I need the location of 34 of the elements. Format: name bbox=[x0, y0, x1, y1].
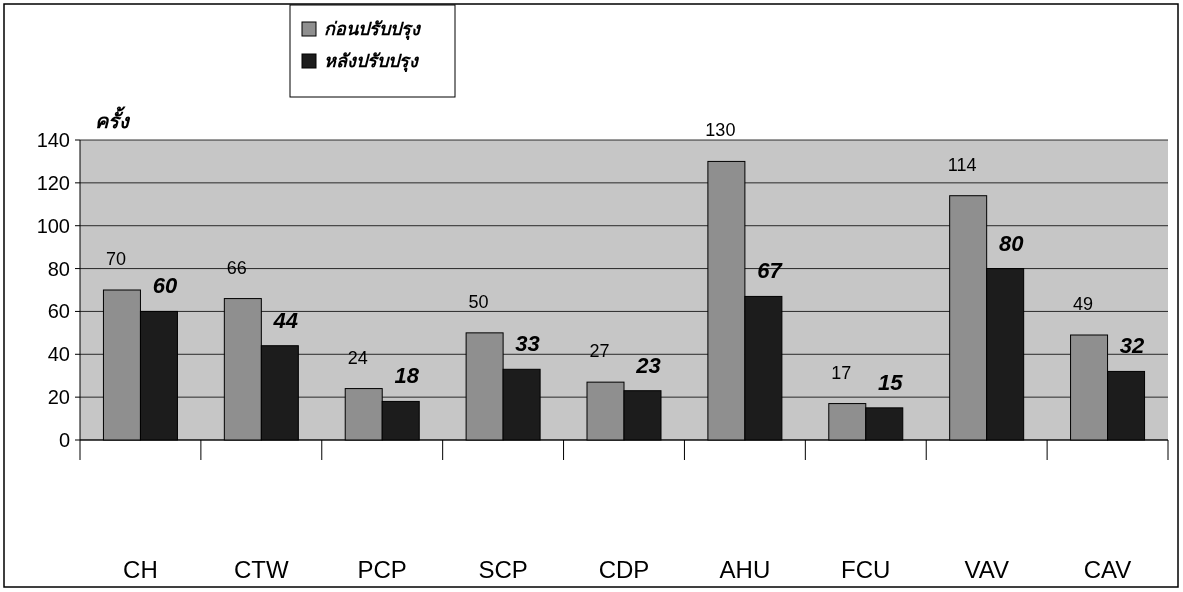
data-label: 49 bbox=[1073, 294, 1094, 314]
data-label: 15 bbox=[878, 369, 904, 395]
x-tick-label: CH bbox=[123, 556, 158, 583]
y-tick-label: 0 bbox=[58, 429, 70, 451]
data-label: 17 bbox=[831, 362, 852, 383]
data-label: 33 bbox=[515, 331, 540, 357]
x-tick-label: FCU bbox=[841, 556, 891, 583]
data-label: 130 bbox=[705, 120, 736, 141]
x-tick-label: AHU bbox=[719, 556, 771, 583]
data-label: 70 bbox=[105, 249, 126, 269]
x-tick-label: PCP bbox=[357, 556, 407, 583]
data-label: 80 bbox=[998, 230, 1025, 256]
data-label: 50 bbox=[468, 291, 489, 312]
legend-label: หลังปรับปรุง bbox=[324, 51, 420, 73]
legend-label: ก่อนปรับปรุง bbox=[324, 19, 422, 41]
y-tick-label: 140 bbox=[36, 129, 70, 151]
y-tick-label: 80 bbox=[47, 257, 70, 280]
x-tick-label: SCP bbox=[478, 556, 528, 583]
y-tick-label: 100 bbox=[36, 214, 70, 237]
x-tick-label: CAV bbox=[1083, 556, 1132, 583]
data-label: 18 bbox=[394, 363, 420, 389]
x-tick-label: CDP bbox=[598, 556, 650, 583]
x-tick-label: VAV bbox=[964, 556, 1009, 583]
y-tick-label: 60 bbox=[47, 300, 70, 323]
data-label: 32 bbox=[1119, 333, 1146, 359]
y-tick-label: 120 bbox=[36, 171, 70, 194]
data-label: 44 bbox=[272, 307, 299, 333]
x-tick-label: CTW bbox=[234, 556, 289, 583]
data-label: 114 bbox=[947, 154, 977, 175]
data-label: 23 bbox=[635, 352, 661, 378]
y-axis-title: ครั้ง bbox=[95, 106, 131, 132]
data-label: 60 bbox=[152, 273, 178, 299]
y-tick-label: 20 bbox=[47, 386, 70, 409]
y-tick-label: 40 bbox=[47, 343, 70, 366]
